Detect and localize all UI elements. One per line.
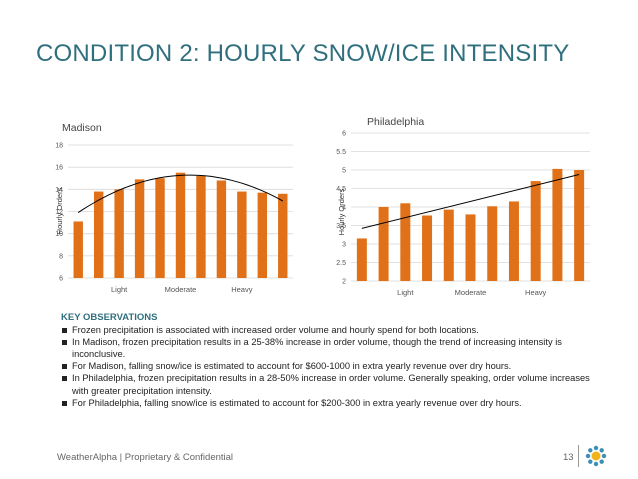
key-observations-heading: KEY OBSERVATIONS xyxy=(61,312,158,323)
madison-y-axis-label: Hourly Orders xyxy=(55,187,64,234)
observation-item: For Philadelphia, falling snow/ice is es… xyxy=(61,397,591,409)
bar xyxy=(443,209,454,281)
x-tick-label: Heavy xyxy=(231,285,253,294)
x-tick-label: Moderate xyxy=(455,288,487,297)
y-tick-label: 3 xyxy=(342,242,346,249)
x-tick-label: Light xyxy=(111,285,128,294)
y-tick-label: 6 xyxy=(342,131,346,138)
weatheralpha-logo-icon xyxy=(585,445,607,467)
bar xyxy=(175,172,186,278)
philadelphia-chart: Philadelphia Hourly Orders 2 2.5 3 3.5 4 4.5 5… xyxy=(336,116,590,297)
bar xyxy=(73,221,83,278)
y-tick-label: 4.5 xyxy=(336,186,346,193)
bar xyxy=(257,192,268,278)
bar xyxy=(422,215,433,281)
y-tick-label: 5.5 xyxy=(336,149,346,156)
y-tick-label: 16 xyxy=(55,165,63,172)
x-tick-label: Moderate xyxy=(165,285,197,294)
bar xyxy=(400,203,411,281)
y-tick-label: 2.5 xyxy=(336,260,346,267)
bar xyxy=(465,214,476,281)
observation-item: In Philadelphia, frozen precipitation re… xyxy=(61,372,591,396)
x-tick-label: Heavy xyxy=(525,288,547,297)
madison-chart: Madison Hourly Orders 6 8 10 12 14 16 18 Light M… xyxy=(55,122,293,294)
page-number: 13 xyxy=(563,452,574,463)
trend-line xyxy=(361,174,580,229)
y-tick-label: 6 xyxy=(59,276,63,283)
y-tick-label: 2 xyxy=(342,279,346,286)
bar xyxy=(155,178,165,278)
bar xyxy=(530,181,541,281)
bar xyxy=(356,238,367,281)
y-tick-label: 5 xyxy=(342,168,346,175)
observation-item: For Madison, falling snow/ice is estimat… xyxy=(61,360,591,372)
philadelphia-chart-title: Philadelphia xyxy=(367,116,424,128)
bar xyxy=(196,176,206,278)
y-tick-label: 8 xyxy=(59,253,63,260)
observation-item: Frozen precipitation is associated with … xyxy=(61,324,591,336)
key-observations: KEY OBSERVATIONS Frozen precipitation is… xyxy=(61,312,591,409)
x-tick-label: Light xyxy=(397,288,414,297)
footer-divider xyxy=(578,445,579,467)
bar xyxy=(574,170,585,281)
madison-chart-title: Madison xyxy=(62,122,102,134)
bar xyxy=(237,191,247,278)
bar xyxy=(278,193,288,278)
y-tick-label: 14 xyxy=(55,187,63,194)
bar xyxy=(487,206,498,281)
philadelphia-y-axis-label: Hourly Orders xyxy=(337,188,346,235)
bar xyxy=(134,179,145,278)
bar xyxy=(93,191,104,278)
y-tick-label: 4 xyxy=(342,205,346,212)
bar xyxy=(552,168,563,281)
bar xyxy=(216,180,227,278)
footer-text: WeatherAlpha | Proprietary & Confidentia… xyxy=(57,452,234,463)
bar xyxy=(378,207,389,281)
y-tick-label: 18 xyxy=(55,143,63,150)
observation-item: In Madison, frozen precipitation results… xyxy=(61,336,591,360)
y-tick-label: 10 xyxy=(55,231,63,238)
trend-curve xyxy=(77,174,284,214)
y-tick-label: 12 xyxy=(55,209,63,216)
bar xyxy=(508,201,519,281)
bar xyxy=(114,189,124,278)
slide-title: CONDITION 2: HOURLY SNOW/ICE INTENSITY xyxy=(36,40,570,67)
y-tick-label: 3.5 xyxy=(336,223,346,230)
